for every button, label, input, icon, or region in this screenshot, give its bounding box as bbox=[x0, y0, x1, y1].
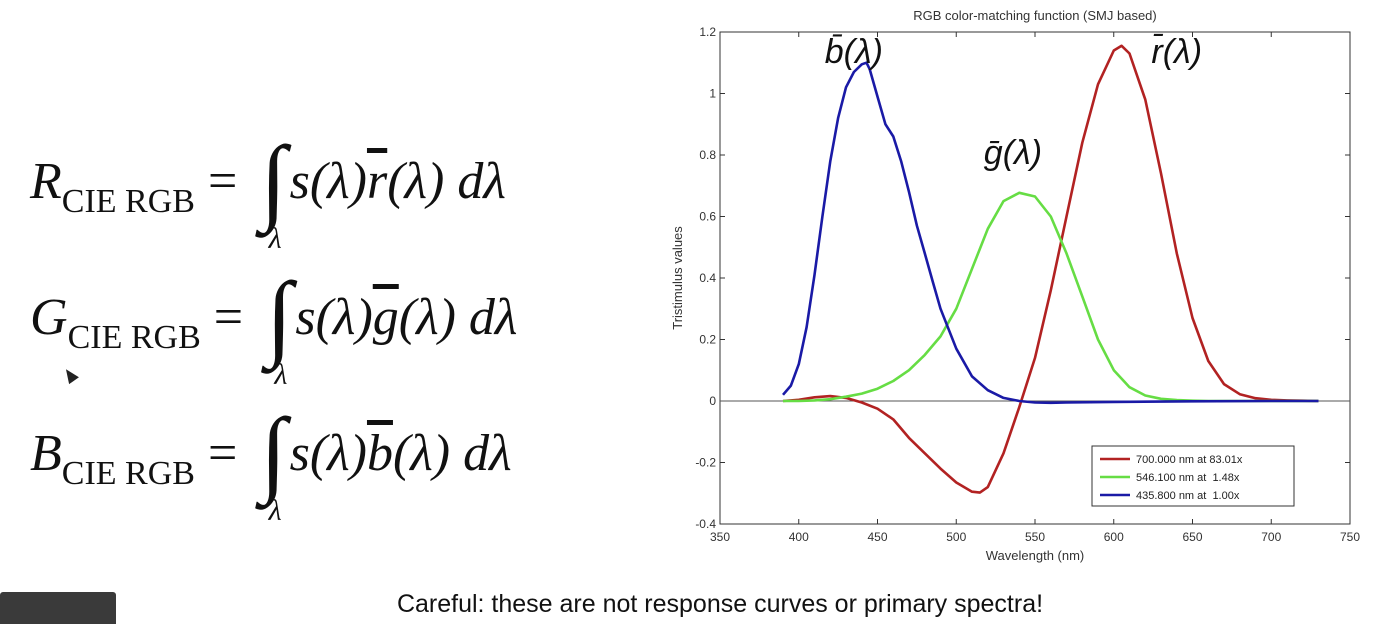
axes-ticks: 350 400 450 500 550 600 650 700 750 -0.4 -0.2 0 0.2 0… bbox=[695, 25, 1360, 544]
y-tick-label: 0.8 bbox=[699, 148, 716, 162]
plot-area bbox=[719, 31, 1351, 525]
y-tick-label: 0.6 bbox=[699, 210, 716, 224]
chart: RGB color-matching function (SMJ based) … bbox=[660, 0, 1374, 572]
eq-b-sub: CIE RGB bbox=[61, 455, 195, 492]
y-tick-label: 1.2 bbox=[699, 25, 716, 39]
legend-label-2: 435.800 nm at 1.00x bbox=[1136, 490, 1240, 502]
legend: 700.000 nm at 83.01x 546.100 nm at 1.48x 4… bbox=[1091, 445, 1295, 507]
x-axis-label: Wavelength (nm) bbox=[986, 548, 1085, 563]
curve-annotation-0: b̄(λ) bbox=[825, 33, 883, 71]
eq-b-limit: λ bbox=[268, 494, 282, 527]
legend-label-1: 546.100 nm at 1.48x bbox=[1136, 472, 1240, 484]
x-tick-label: 400 bbox=[789, 530, 809, 544]
eq-r-lhs: R bbox=[30, 153, 62, 210]
series-lines bbox=[782, 44, 1319, 494]
mouse-cursor-icon bbox=[61, 365, 79, 385]
eq-r-cmf: r bbox=[366, 153, 388, 210]
integral-sign: ∫ bbox=[260, 398, 287, 505]
curve-annotation-1: ḡ(λ) bbox=[984, 134, 1042, 172]
x-tick-label: 450 bbox=[867, 530, 887, 544]
y-tick-label: 0.2 bbox=[699, 333, 716, 347]
eq-g-post: (λ) dλ bbox=[398, 289, 518, 346]
eq-r-sub: CIE RGB bbox=[61, 183, 195, 220]
integral-sign: ∫ bbox=[266, 262, 293, 369]
chart-title: RGB color-matching function (SMJ based) bbox=[913, 8, 1156, 23]
y-axis-label: Tristimulus values bbox=[670, 226, 685, 330]
x-tick-label: 650 bbox=[1182, 530, 1202, 544]
y-tick-label: 1 bbox=[709, 87, 716, 101]
series-line-0 bbox=[782, 44, 1319, 494]
series-line-2 bbox=[782, 61, 1319, 405]
chart-svg: RGB color-matching function (SMJ based) … bbox=[670, 8, 1360, 563]
series-line-1 bbox=[783, 191, 1319, 403]
x-tick-label: 350 bbox=[710, 530, 730, 544]
y-tick-label: 0.4 bbox=[699, 271, 716, 285]
y-tick-label: 0 bbox=[709, 394, 716, 408]
equations-panel: RCIE RGB = ∫λs(λ)r(λ) dλ GCIE RGB = ∫λs(… bbox=[0, 0, 660, 560]
eq-b-lhs: B bbox=[30, 425, 62, 482]
x-tick-label: 750 bbox=[1340, 530, 1360, 544]
eq-r-post: (λ) dλ bbox=[387, 153, 506, 210]
x-tick-label: 550 bbox=[1025, 530, 1045, 544]
video-thumbnail[interactable] bbox=[0, 592, 116, 624]
curve-annotations: b̄(λ) ḡ(λ) r̄(λ) bbox=[825, 33, 1202, 172]
eq-g-pre: s(λ) bbox=[295, 289, 373, 346]
eq-g-limit: λ bbox=[274, 358, 288, 391]
eq-g-cmf: g bbox=[372, 289, 399, 346]
eq-b-post: (λ) dλ bbox=[392, 425, 512, 482]
curve-annotation-2: r̄(λ) bbox=[1151, 33, 1202, 71]
equation-b: BCIE RGB = ∫λs(λ)b(λ) dλ bbox=[30, 398, 512, 527]
legend-label-0: 700.000 nm at 83.01x bbox=[1136, 454, 1243, 466]
y-tick-label: -0.2 bbox=[695, 456, 716, 470]
equation-g: GCIE RGB = ∫λs(λ)g(λ) dλ bbox=[30, 262, 518, 391]
eq-g-sub: CIE RGB bbox=[67, 319, 201, 356]
eq-b-cmf: b bbox=[366, 425, 393, 482]
eq-r-pre: s(λ) bbox=[289, 153, 367, 210]
y-tick-label: -0.4 bbox=[695, 517, 716, 531]
eq-g-lhs: G bbox=[30, 289, 68, 346]
x-tick-label: 600 bbox=[1104, 530, 1124, 544]
caption: Careful: these are not response curves o… bbox=[396, 590, 1044, 618]
integral-sign: ∫ bbox=[260, 126, 287, 233]
eq-b-pre: s(λ) bbox=[289, 425, 367, 482]
x-tick-label: 700 bbox=[1261, 530, 1281, 544]
x-tick-label: 500 bbox=[946, 530, 966, 544]
eq-r-limit: λ bbox=[268, 222, 282, 255]
equation-r: RCIE RGB = ∫λs(λ)r(λ) dλ bbox=[30, 126, 506, 255]
